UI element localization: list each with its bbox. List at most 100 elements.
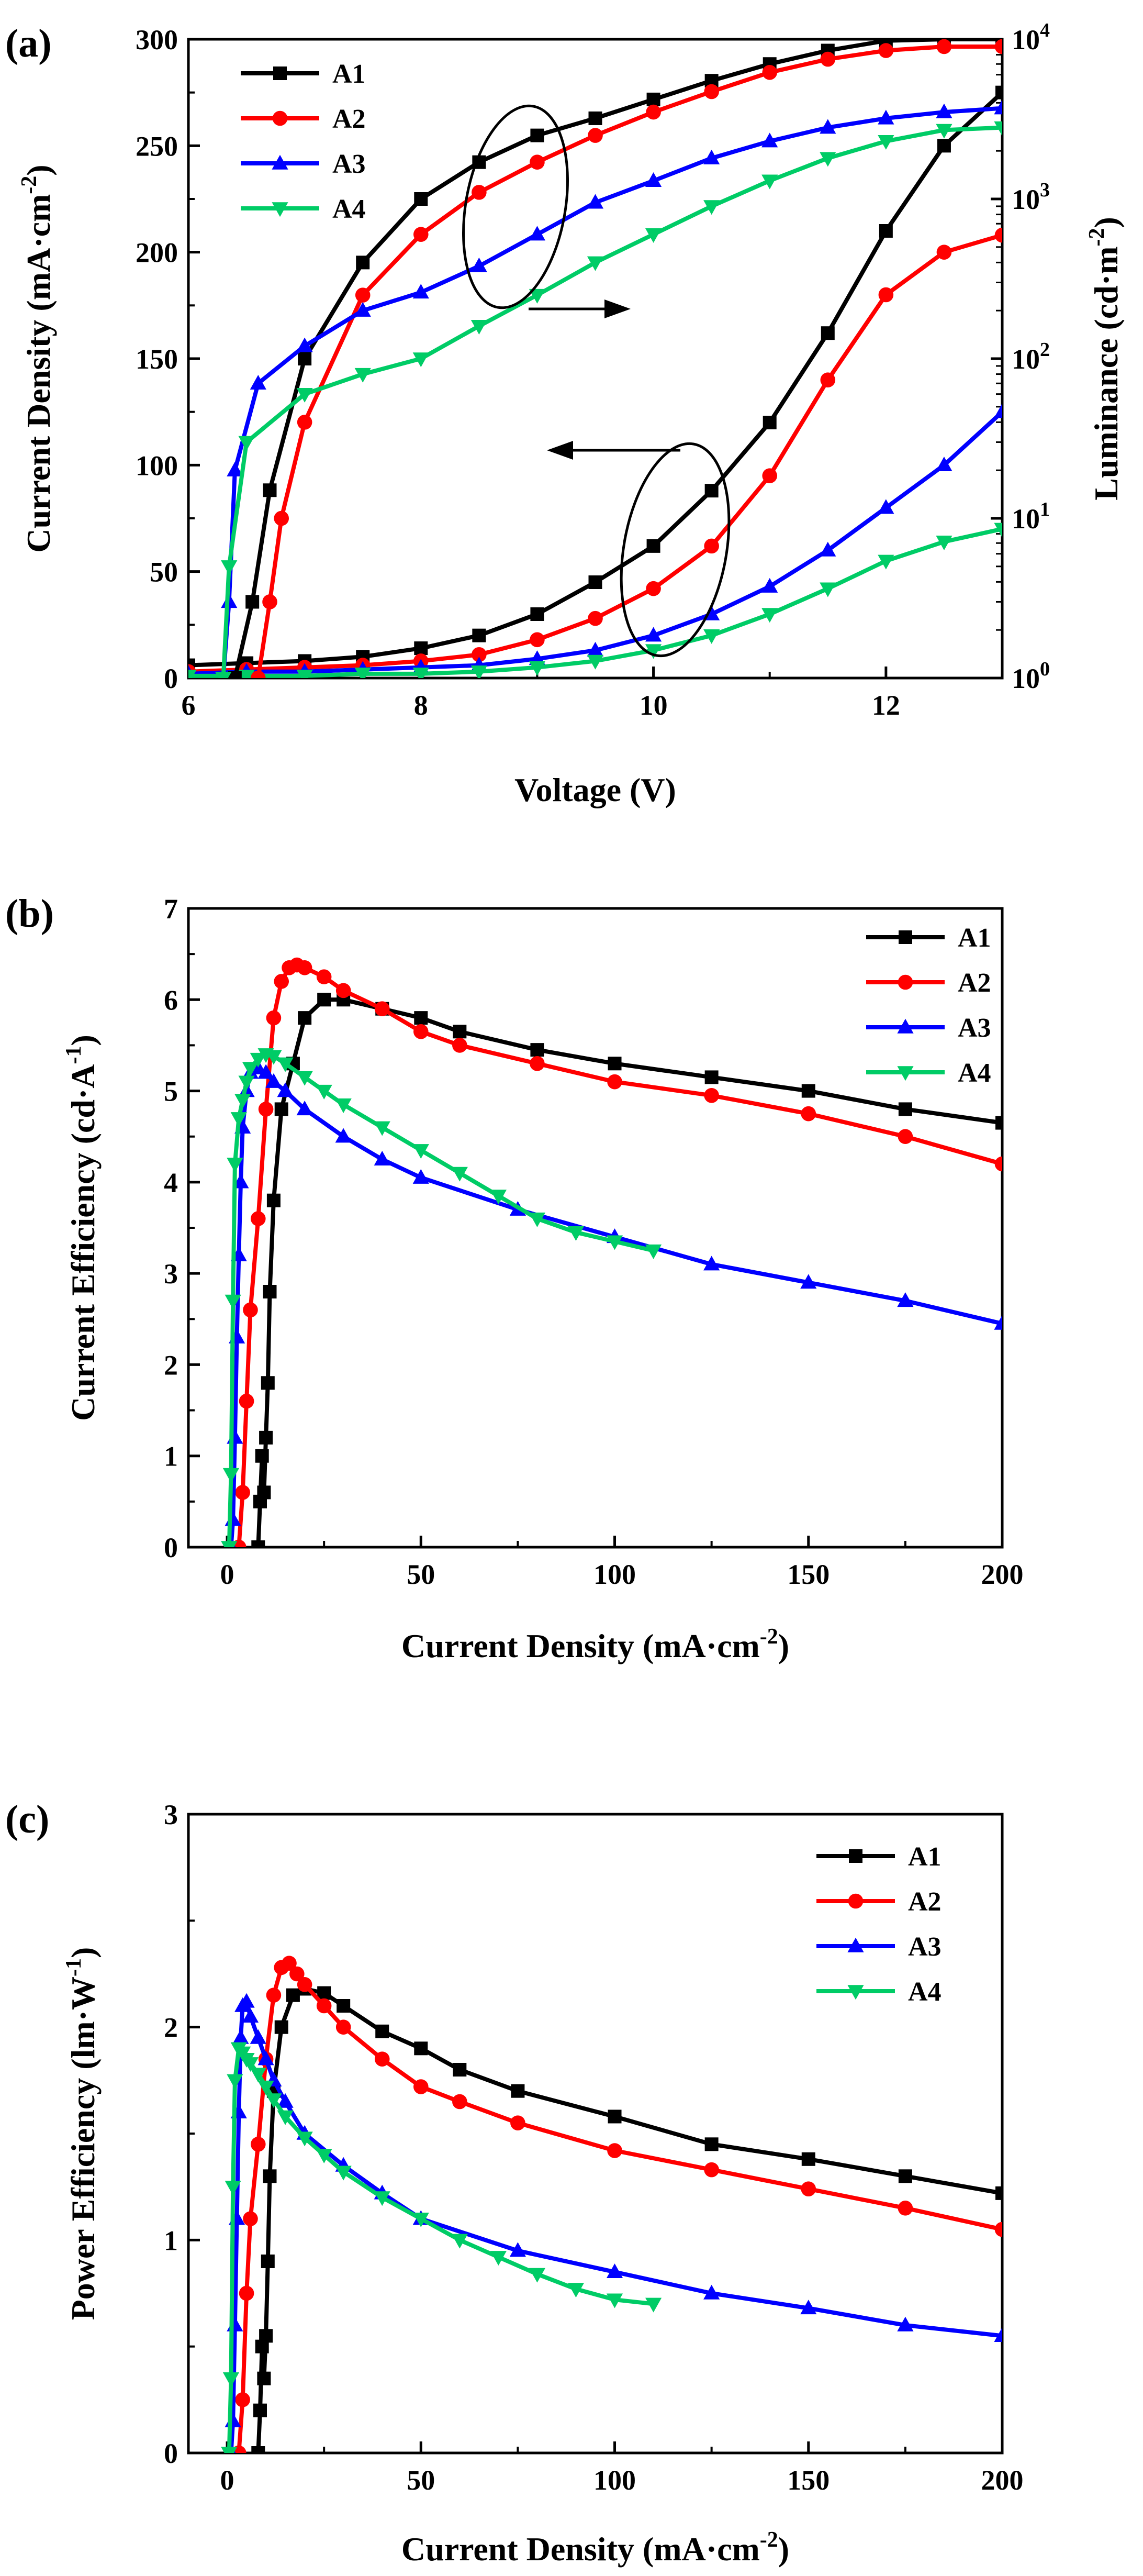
- y2-axis-title: Luminance (cd·m-2): [1085, 217, 1125, 501]
- series-a4: [221, 1048, 662, 1547]
- data-point: [898, 1129, 913, 1145]
- data-point: [316, 2148, 332, 2163]
- legend: A1 A2 A3 A4: [866, 923, 991, 1088]
- y-tick-label: 50: [150, 557, 178, 588]
- data-point: [703, 629, 720, 644]
- y-tick-label: 0: [164, 1532, 178, 1563]
- data-point: [225, 1511, 241, 1526]
- series-a3-left: [188, 403, 1002, 678]
- data-point: [374, 2191, 390, 2206]
- legend-label: A4: [332, 194, 366, 224]
- legend-item-a3: A3: [816, 1932, 942, 1962]
- data-point: [646, 581, 661, 596]
- data-point: [277, 1082, 294, 1097]
- data-point: [265, 1073, 282, 1088]
- legend-label: A2: [908, 1887, 942, 1917]
- data-point: [296, 670, 313, 678]
- data-point: [878, 135, 894, 150]
- data-point: [335, 1128, 352, 1143]
- x-tick-label: 50: [407, 1559, 435, 1590]
- data-point: [937, 139, 951, 153]
- data-point: [763, 416, 777, 429]
- legend-label: A3: [958, 1013, 991, 1043]
- data-point: [762, 65, 778, 80]
- data-point: [298, 352, 312, 365]
- legend-item-a3: A3: [241, 149, 366, 179]
- y-tick-label: 7: [164, 893, 178, 925]
- legend-label: A3: [908, 1932, 942, 1962]
- data-point: [296, 337, 313, 352]
- data-point: [645, 228, 662, 243]
- legend-item-a2: A2: [816, 1887, 942, 1917]
- data-point: [221, 1541, 238, 1547]
- data-point: [296, 1101, 313, 1116]
- data-point: [761, 132, 778, 148]
- x-tick-label: 0: [220, 2464, 234, 2496]
- data-point: [530, 607, 544, 621]
- data-point: [472, 628, 486, 642]
- data-point: [227, 1158, 243, 1173]
- series-a4: [221, 2042, 662, 2453]
- legend-marker: [897, 1018, 914, 1034]
- data-point: [529, 661, 546, 676]
- data-point: [820, 582, 836, 597]
- data-point: [762, 468, 778, 483]
- x-tick-label: 6: [182, 690, 196, 721]
- legend-marker: [847, 1985, 864, 2000]
- x-tick-label: 150: [787, 2464, 830, 2496]
- x-tick-label: 8: [414, 690, 428, 721]
- data-point: [994, 39, 1002, 54]
- data-point: [227, 2316, 243, 2331]
- data-point: [470, 665, 487, 678]
- data-point: [266, 1193, 281, 1207]
- legend: A1 A2 A3 A4: [241, 59, 366, 224]
- arrow-right-head: [604, 299, 631, 318]
- series-line: [237, 963, 1002, 1547]
- data-point: [530, 632, 545, 648]
- legend-label: A3: [332, 149, 366, 179]
- y2-tick-label: 102: [1012, 339, 1050, 375]
- data-point: [509, 2242, 526, 2257]
- series-line: [227, 1052, 654, 1547]
- data-point: [995, 85, 1002, 99]
- data-point: [263, 1285, 277, 1298]
- data-point: [225, 1294, 241, 1309]
- data-point: [238, 1993, 255, 2008]
- data-point: [936, 124, 952, 139]
- data-point: [374, 1151, 390, 1165]
- series-a4-left: [188, 523, 1002, 678]
- legend-item-a4: A4: [241, 194, 366, 224]
- data-point: [936, 457, 952, 472]
- data-point: [222, 1468, 240, 1483]
- data-point: [994, 227, 1002, 243]
- data-point: [228, 671, 242, 678]
- data-point: [703, 1256, 720, 1271]
- data-point: [897, 1292, 914, 1307]
- legend-label: A1: [958, 923, 991, 953]
- legend-marker: [848, 1893, 864, 1909]
- series-line: [237, 1961, 1002, 2453]
- data-point: [335, 983, 351, 998]
- legend-label: A4: [908, 1977, 942, 2007]
- data-point: [530, 1056, 545, 1071]
- data-point: [878, 109, 894, 125]
- data-point: [994, 2222, 1002, 2237]
- data-point: [265, 1050, 282, 1065]
- data-point: [259, 2329, 273, 2343]
- data-point: [354, 368, 371, 383]
- data-point: [995, 1116, 1002, 1130]
- data-point: [296, 387, 313, 403]
- data-point: [588, 128, 603, 143]
- data-point: [221, 560, 238, 575]
- data-point: [277, 1057, 294, 1072]
- data-point: [451, 1167, 468, 1182]
- data-point: [645, 172, 662, 187]
- series-line: [188, 233, 1002, 674]
- data-point: [510, 2115, 525, 2130]
- data-point: [250, 1211, 266, 1226]
- legend-item-a1: A1: [866, 923, 991, 953]
- data-point: [470, 320, 487, 335]
- x-tick-label: 200: [981, 1559, 1024, 1590]
- data-point: [412, 2212, 429, 2227]
- data-point: [242, 2008, 259, 2023]
